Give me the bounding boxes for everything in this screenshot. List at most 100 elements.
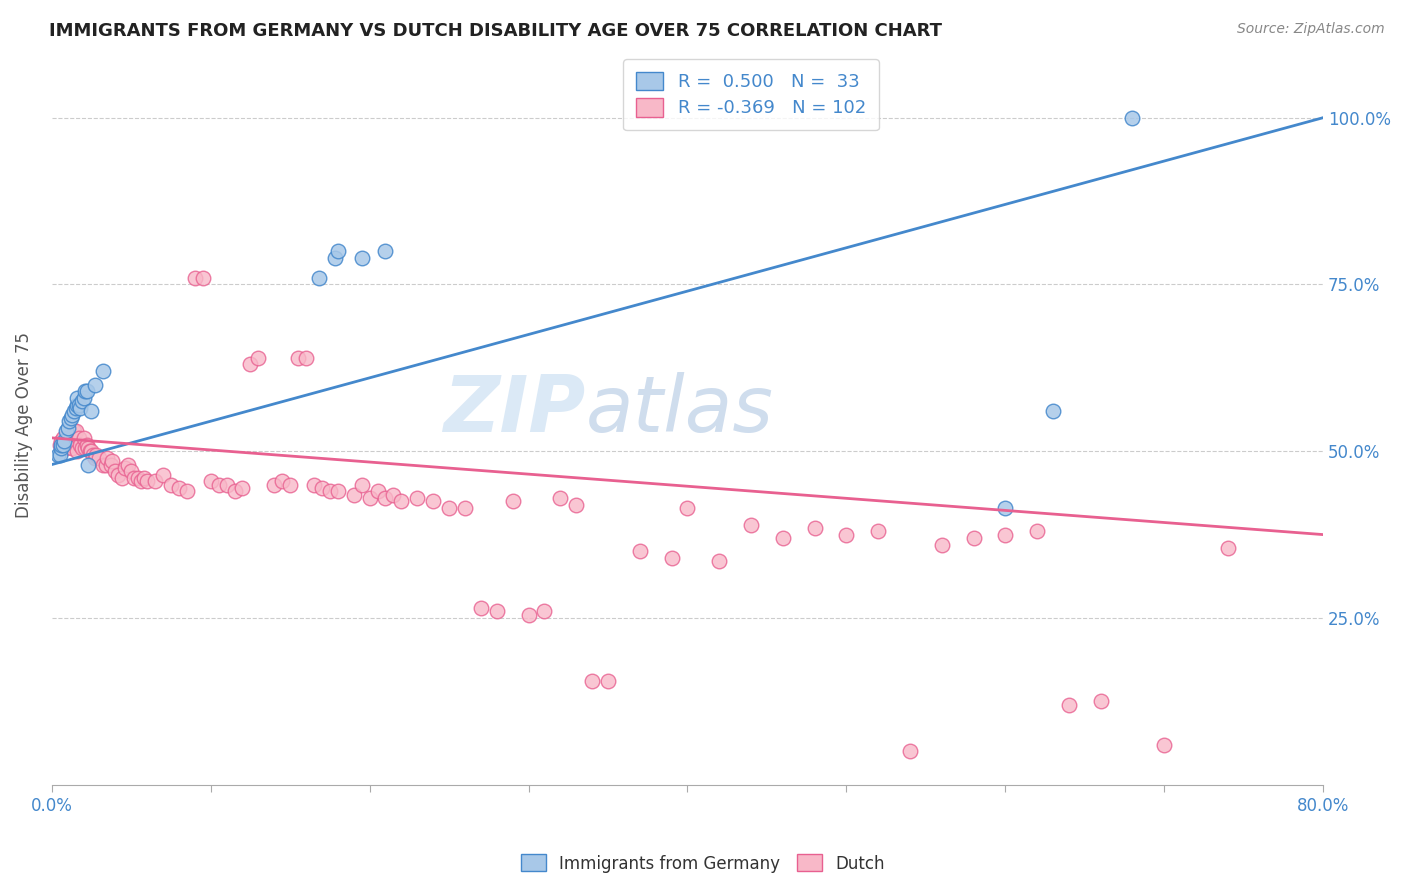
Point bbox=[898, 744, 921, 758]
Point bbox=[84, 448, 107, 462]
Point bbox=[63, 424, 86, 438]
Point bbox=[67, 431, 90, 445]
Text: atlas: atlas bbox=[586, 372, 773, 448]
Point bbox=[53, 437, 76, 451]
Legend: R =  0.500   N =  33, R = -0.369   N = 102: R = 0.500 N = 33, R = -0.369 N = 102 bbox=[623, 59, 879, 130]
Point bbox=[389, 494, 412, 508]
Point bbox=[343, 487, 366, 501]
Point bbox=[65, 401, 87, 415]
Point bbox=[311, 481, 333, 495]
Point bbox=[287, 351, 309, 365]
Point bbox=[114, 461, 136, 475]
Point bbox=[350, 477, 373, 491]
Point bbox=[124, 471, 146, 485]
Point bbox=[111, 471, 134, 485]
Point bbox=[1216, 541, 1239, 555]
Text: ZIP: ZIP bbox=[443, 372, 586, 448]
Point bbox=[661, 551, 683, 566]
Point bbox=[278, 477, 301, 491]
Point bbox=[271, 474, 294, 488]
Point bbox=[89, 450, 111, 465]
Point bbox=[263, 477, 285, 491]
Point bbox=[76, 384, 98, 399]
Point bbox=[66, 397, 89, 411]
Point bbox=[962, 531, 984, 545]
Point bbox=[51, 434, 73, 449]
Point bbox=[51, 441, 73, 455]
Point bbox=[127, 471, 149, 485]
Point bbox=[79, 444, 101, 458]
Point bbox=[994, 500, 1017, 515]
Point bbox=[77, 458, 100, 472]
Point bbox=[308, 270, 330, 285]
Point bbox=[406, 491, 429, 505]
Point bbox=[100, 458, 122, 472]
Point bbox=[132, 471, 155, 485]
Point bbox=[136, 474, 159, 488]
Text: Source: ZipAtlas.com: Source: ZipAtlas.com bbox=[1237, 22, 1385, 37]
Point bbox=[709, 554, 731, 568]
Point bbox=[70, 394, 93, 409]
Point bbox=[107, 467, 129, 482]
Legend: Immigrants from Germany, Dutch: Immigrants from Germany, Dutch bbox=[515, 847, 891, 880]
Point bbox=[1026, 524, 1049, 539]
Point bbox=[152, 467, 174, 482]
Point bbox=[596, 674, 619, 689]
Point bbox=[91, 364, 114, 378]
Point bbox=[302, 477, 325, 491]
Point bbox=[65, 424, 87, 438]
Y-axis label: Disability Age Over 75: Disability Age Over 75 bbox=[15, 332, 32, 517]
Point bbox=[104, 464, 127, 478]
Point bbox=[931, 538, 953, 552]
Point bbox=[75, 441, 97, 455]
Point bbox=[1057, 698, 1080, 712]
Point bbox=[319, 484, 342, 499]
Point bbox=[67, 397, 90, 411]
Point bbox=[52, 437, 75, 451]
Point bbox=[63, 404, 86, 418]
Point bbox=[48, 437, 70, 451]
Point bbox=[454, 500, 477, 515]
Point bbox=[51, 437, 73, 451]
Point bbox=[94, 458, 117, 472]
Point bbox=[69, 401, 91, 415]
Point bbox=[56, 434, 79, 449]
Point bbox=[62, 408, 84, 422]
Point bbox=[83, 450, 105, 465]
Point bbox=[1121, 111, 1143, 125]
Point bbox=[1090, 694, 1112, 708]
Point bbox=[55, 441, 77, 455]
Point bbox=[96, 450, 118, 465]
Point bbox=[533, 604, 555, 618]
Point bbox=[359, 491, 381, 505]
Point bbox=[69, 437, 91, 451]
Point bbox=[80, 444, 103, 458]
Point bbox=[72, 431, 94, 445]
Point bbox=[326, 484, 349, 499]
Point bbox=[66, 391, 89, 405]
Point bbox=[59, 410, 82, 425]
Point bbox=[75, 384, 97, 399]
Text: IMMIGRANTS FROM GERMANY VS DUTCH DISABILITY AGE OVER 75 CORRELATION CHART: IMMIGRANTS FROM GERMANY VS DUTCH DISABIL… bbox=[49, 22, 942, 40]
Point bbox=[48, 448, 70, 462]
Point bbox=[323, 251, 346, 265]
Point bbox=[581, 674, 603, 689]
Point bbox=[367, 484, 389, 499]
Point bbox=[740, 517, 762, 532]
Point bbox=[374, 491, 396, 505]
Point bbox=[55, 424, 77, 438]
Point bbox=[502, 494, 524, 508]
Point bbox=[184, 270, 207, 285]
Point bbox=[82, 448, 104, 462]
Point bbox=[239, 358, 262, 372]
Point bbox=[485, 604, 508, 618]
Point bbox=[167, 481, 190, 495]
Point bbox=[470, 601, 492, 615]
Point bbox=[374, 244, 396, 258]
Point bbox=[437, 500, 460, 515]
Point bbox=[200, 474, 222, 488]
Point bbox=[76, 437, 98, 451]
Point bbox=[550, 491, 572, 505]
Point bbox=[191, 270, 214, 285]
Point bbox=[565, 498, 588, 512]
